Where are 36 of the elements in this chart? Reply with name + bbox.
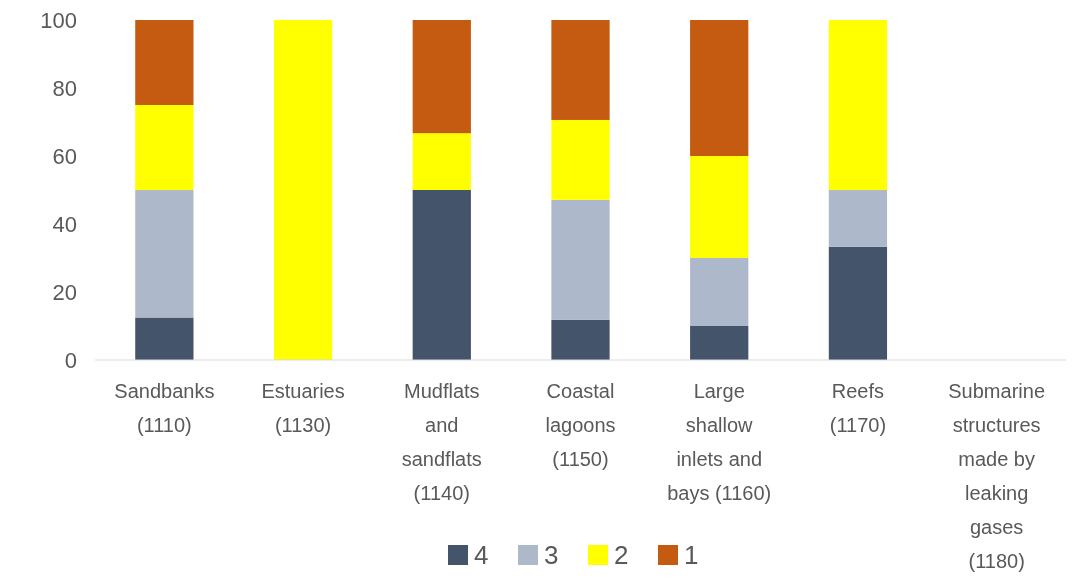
bar: [690, 20, 749, 156]
bar: [828, 190, 888, 247]
x-tick-label: Coastal lagoons (1150): [545, 380, 616, 470]
legend-label: 1: [684, 540, 699, 571]
bar: [551, 319, 610, 360]
y-tick-label: 0: [64, 347, 77, 373]
legend-label: 4: [474, 540, 489, 571]
y-tick-label: 100: [40, 7, 77, 33]
bar: [690, 156, 749, 258]
y-tick-label: 40: [52, 211, 77, 237]
bar: [135, 20, 194, 105]
bar: [690, 326, 749, 360]
x-tick-label: Reefs (1170): [829, 380, 887, 436]
x-tick-label: Large shallow inlets and bays (1160): [667, 380, 772, 504]
x-tick-label: Submarine structures made by leaking gases (1180): [948, 380, 1045, 572]
bar: [551, 119, 610, 200]
x-tick-label: Mudflats and sandflats (1140): [401, 380, 482, 504]
bar: [412, 190, 471, 360]
y-tick-label: 80: [52, 75, 77, 101]
legend-label: 2: [614, 540, 629, 571]
bar: [135, 317, 194, 360]
bar: [135, 105, 194, 190]
bar: [412, 20, 471, 134]
bar: [690, 258, 749, 326]
bar: [828, 20, 888, 190]
bar: [135, 190, 194, 318]
bar: [551, 20, 610, 120]
y-tick-label: 20: [52, 279, 77, 305]
x-tick-label: Estuaries (1130): [261, 380, 345, 436]
bar: [273, 20, 333, 360]
y-tick-label: 60: [52, 143, 77, 169]
bar: [828, 246, 888, 360]
bar: [551, 199, 610, 320]
bar: [412, 133, 471, 190]
x-tick-label: Sandbanks (1110): [114, 380, 215, 436]
legend-label: 3: [544, 540, 559, 571]
